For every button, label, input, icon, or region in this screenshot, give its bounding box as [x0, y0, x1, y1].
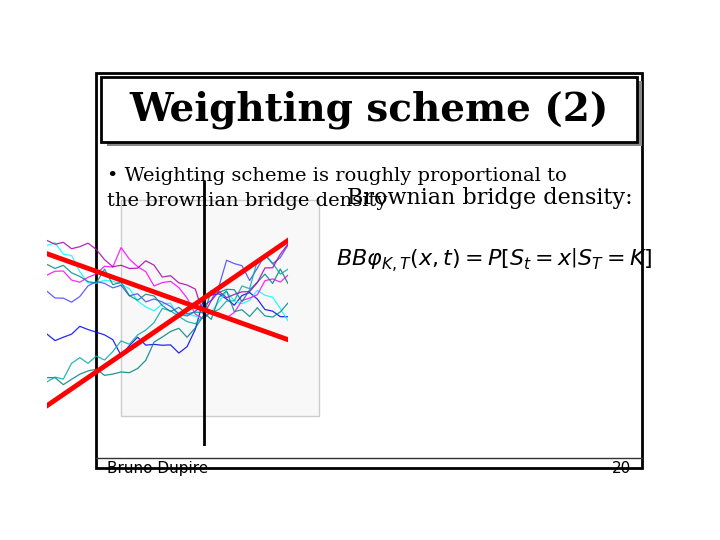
FancyBboxPatch shape — [96, 73, 642, 468]
Text: Brownian bridge density:: Brownian bridge density: — [347, 187, 632, 209]
Text: Weighting scheme (2): Weighting scheme (2) — [130, 90, 608, 129]
FancyBboxPatch shape — [121, 200, 319, 416]
FancyBboxPatch shape — [101, 77, 637, 141]
Text: 20: 20 — [612, 462, 631, 476]
Text: Bruno Dupire: Bruno Dupire — [107, 462, 208, 476]
FancyBboxPatch shape — [107, 82, 642, 146]
Text: $BB\varphi_{K,T}(x,t) = P\left[S_t = x \middle| S_T = K\right]$: $BB\varphi_{K,T}(x,t) = P\left[S_t = x \… — [336, 247, 652, 274]
Text: • Weighting scheme is roughly proportional to
the brownian bridge density: • Weighting scheme is roughly proportion… — [107, 167, 567, 210]
